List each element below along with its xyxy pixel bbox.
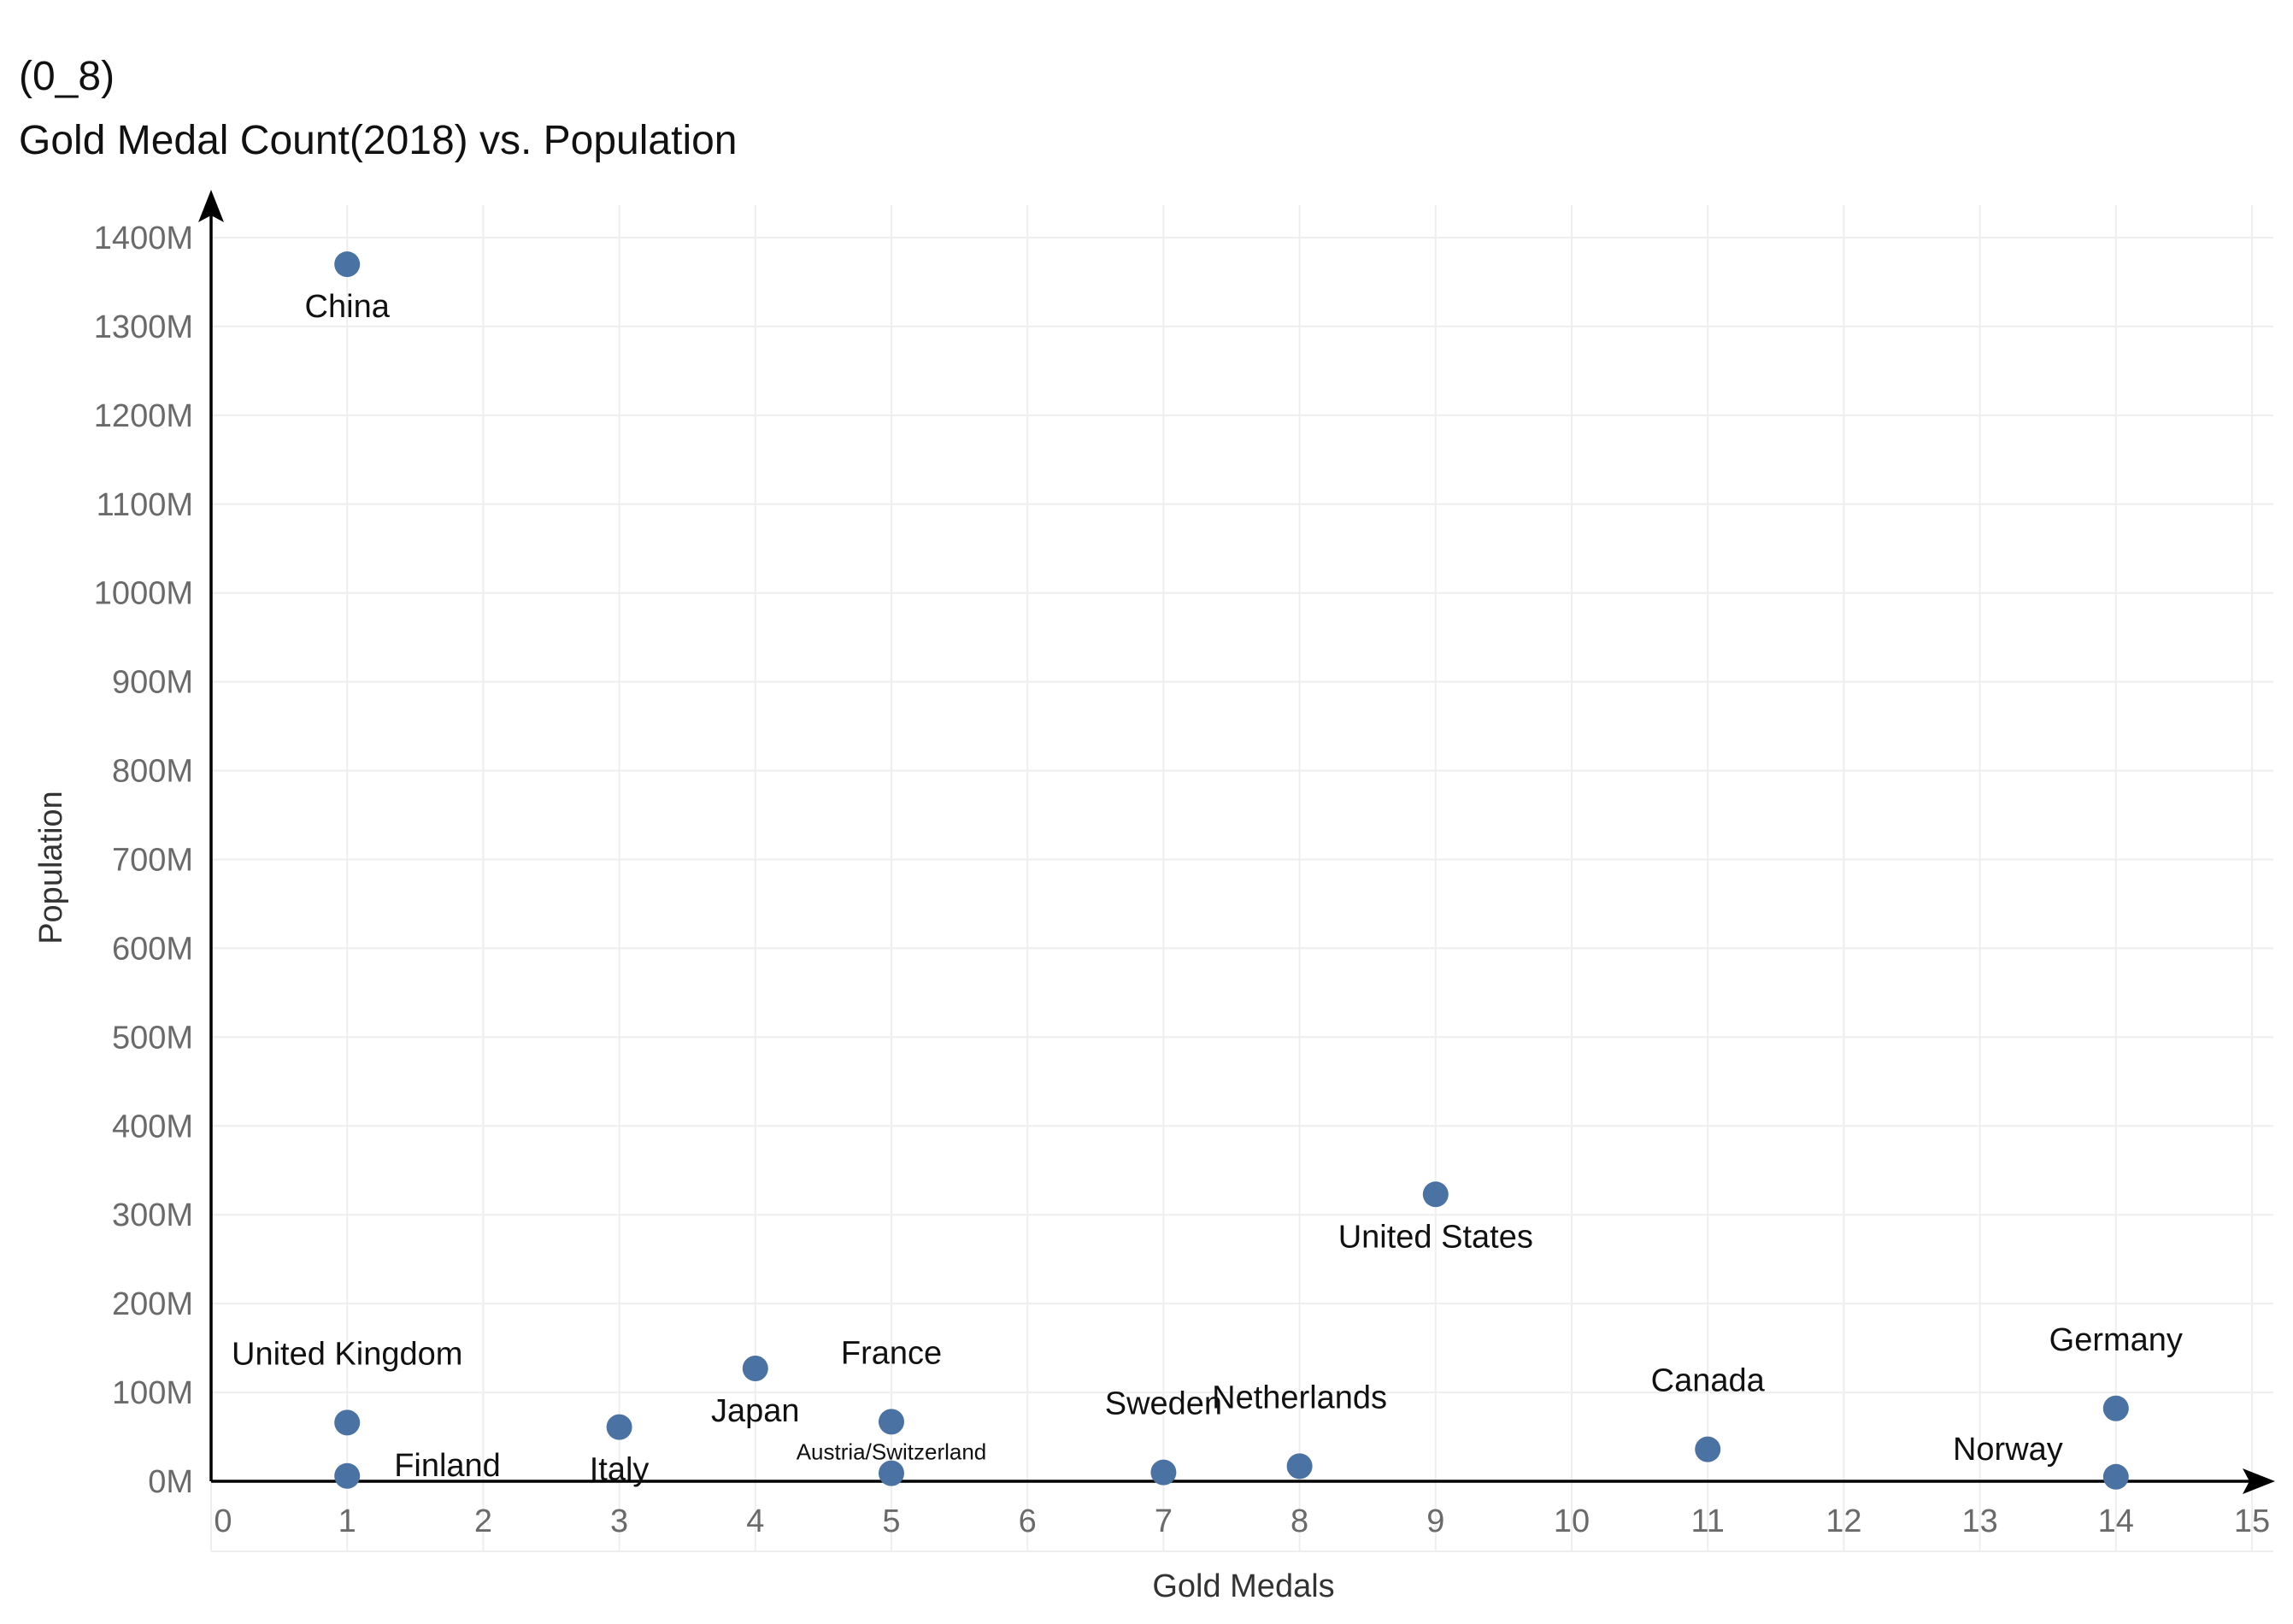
x-tick-label-12: 12 (1826, 1503, 1861, 1539)
x-tick-label-1: 1 (338, 1503, 356, 1539)
point-label-7: Sweden (1105, 1386, 1222, 1422)
data-point-1 (334, 1409, 361, 1436)
y-tick-labels: 0M 100M 200M 300M 400M 500M 600M 700M 800M 900M 10… (94, 221, 193, 1500)
y-tick-label-2: 200M (112, 1286, 193, 1322)
x-tick-label-0: 0 (214, 1503, 232, 1539)
data-point-2 (334, 1462, 361, 1489)
point-label-0: China (305, 289, 391, 325)
point-label-3: Italy (590, 1452, 650, 1488)
y-tick-label-9: 900M (112, 665, 193, 701)
point-label-8: Netherlands (1212, 1380, 1387, 1415)
x-tick-label-3: 3 (610, 1503, 628, 1539)
point-label-1: United Kingdom (232, 1336, 462, 1372)
y-tick-label-0: 0M (148, 1464, 193, 1500)
y-tick-label-12: 1200M (94, 398, 193, 434)
data-point-4 (742, 1356, 768, 1382)
y-tick-label-7: 700M (112, 843, 193, 879)
data-point-5 (879, 1409, 904, 1435)
y-tick-label-11: 1100M (97, 487, 193, 523)
x-tick-label-9: 9 (1426, 1503, 1444, 1539)
data-point-6 (879, 1460, 904, 1486)
point-label-4: Japan (711, 1393, 800, 1429)
y-tick-label-4: 400M (112, 1109, 193, 1144)
y-tick-label-14: 1400M (94, 221, 193, 256)
y-tick-label-8: 800M (112, 754, 193, 790)
y-tick-label-1: 100M (112, 1375, 193, 1411)
y-tick-label-10: 1000M (94, 576, 193, 612)
x-tick-label-2: 2 (474, 1503, 492, 1539)
data-point-3 (606, 1414, 632, 1440)
y-tick-label-3: 300M (112, 1197, 193, 1233)
data-point-12 (2102, 1463, 2129, 1490)
x-axis-title: Gold Medals (1152, 1568, 1334, 1604)
y-tick-label-5: 500M (112, 1020, 193, 1056)
y-tick-label-6: 600M (112, 931, 193, 967)
point-label-6: Austria/Switzerland (797, 1439, 987, 1465)
data-point-11 (2102, 1395, 2129, 1421)
data-points (334, 251, 2129, 1490)
point-label-2: Finland (394, 1448, 501, 1484)
x-tick-label-10: 10 (1554, 1503, 1590, 1539)
data-point-10 (1695, 1436, 1721, 1462)
point-labels: China United Kingdom Finland Italy Japan Fran… (232, 289, 2183, 1487)
point-label-12: Norway (1953, 1432, 2063, 1468)
x-tick-label-15: 15 (2234, 1503, 2270, 1539)
x-tick-labels: 0 1 2 3 4 5 6 7 8 9 10 11 12 13 14 15 (214, 1503, 2270, 1539)
x-tick-label-8: 8 (1291, 1503, 1308, 1539)
y-tick-label-13: 1300M (94, 309, 193, 345)
x-tick-label-5: 5 (882, 1503, 900, 1539)
y-axis-arrowhead (198, 190, 224, 222)
x-tick-label-14: 14 (2098, 1503, 2134, 1539)
data-point-9 (1422, 1181, 1449, 1208)
x-tick-label-11: 11 (1690, 1503, 1724, 1539)
x-axis-arrowhead (2243, 1468, 2275, 1494)
point-label-11: Germany (2049, 1322, 2183, 1358)
y-axis-title: Population (33, 791, 69, 944)
axes (198, 190, 2275, 1494)
x-tick-label-7: 7 (1155, 1503, 1173, 1539)
data-point-7 (1150, 1459, 1177, 1486)
point-label-5: France (841, 1335, 942, 1371)
point-label-9: United States (1338, 1219, 1533, 1255)
chart-title-line-2: Gold Medal Count(2018) vs. Population (19, 118, 738, 163)
chart-title-line-1: (0_8) (19, 54, 115, 99)
point-label-10: Canada (1651, 1363, 1766, 1399)
data-point-8 (1286, 1453, 1313, 1480)
x-tick-label-6: 6 (1019, 1503, 1037, 1539)
x-tick-label-4: 4 (746, 1503, 764, 1539)
grid (210, 205, 2273, 1552)
data-point-0 (334, 251, 361, 278)
x-tick-label-13: 13 (1961, 1503, 1997, 1539)
